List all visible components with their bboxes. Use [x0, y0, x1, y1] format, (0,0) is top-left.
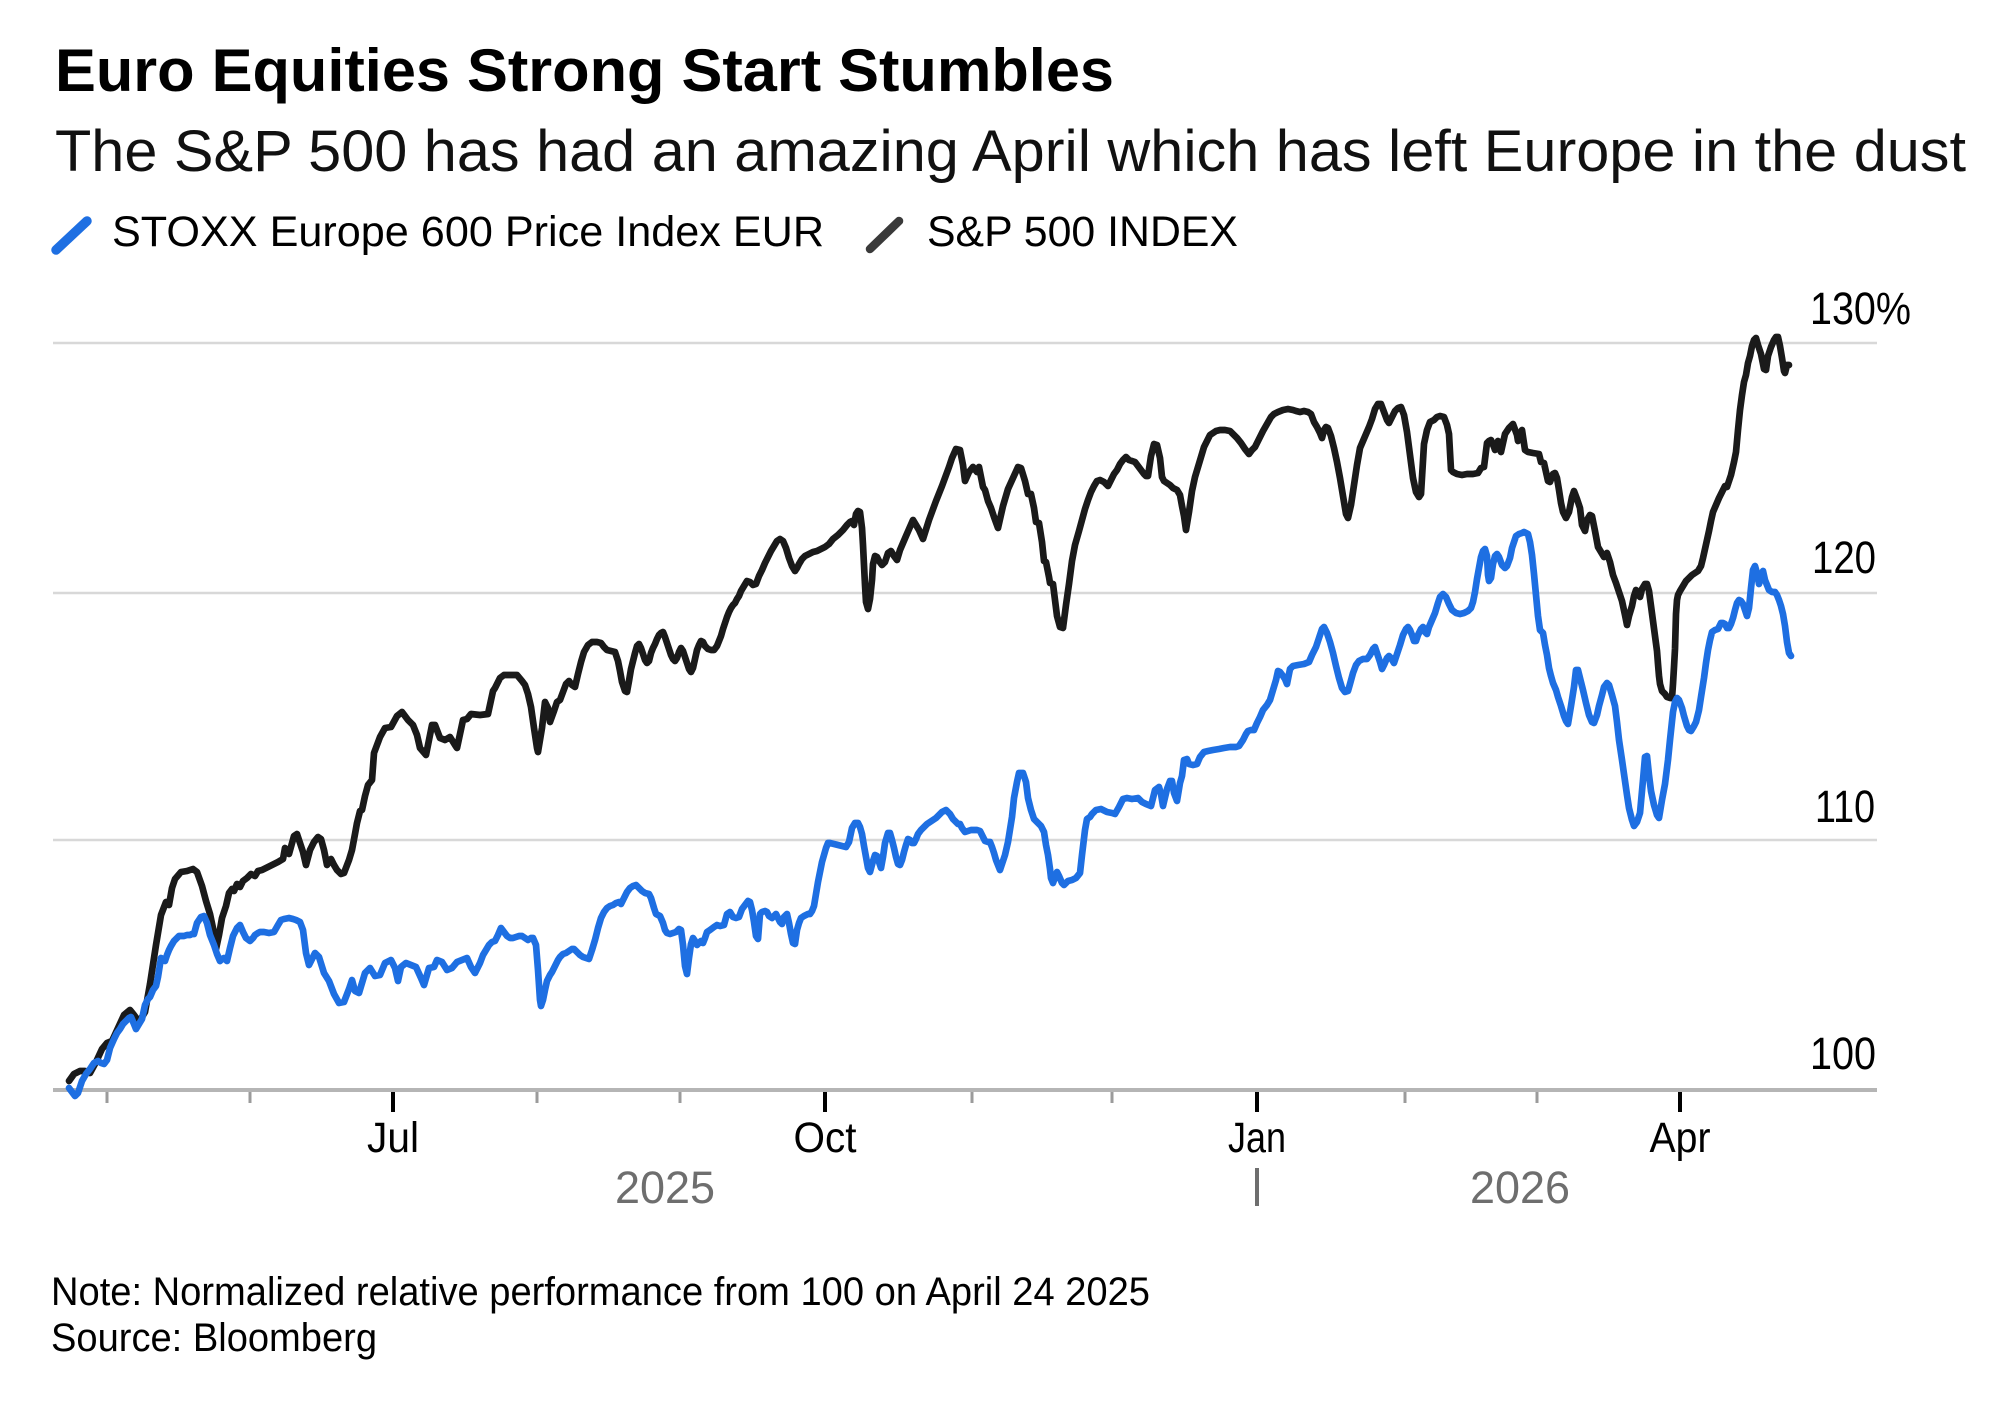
svg-text:Jul: Jul [367, 1114, 419, 1162]
svg-text:STOXX Europe 600 Price Index E: STOXX Europe 600 Price Index EUR [112, 208, 824, 256]
svg-text:Apr: Apr [1650, 1114, 1711, 1162]
svg-text:120: 120 [1812, 532, 1876, 583]
svg-text:110: 110 [1815, 781, 1875, 832]
svg-text:2025: 2025 [615, 1162, 715, 1213]
svg-text:S&P 500 INDEX: S&P 500 INDEX [927, 208, 1238, 256]
svg-text:Oct: Oct [794, 1114, 857, 1162]
svg-text:The S&P 500 has had an amazing: The S&P 500 has had an amazing April whi… [55, 119, 1966, 184]
svg-text:130%: 130% [1810, 283, 1911, 334]
svg-text:Source: Bloomberg: Source: Bloomberg [51, 1316, 377, 1360]
svg-text:Note: Normalized relative perf: Note: Normalized relative performance fr… [51, 1270, 1150, 1314]
svg-text:2026: 2026 [1470, 1162, 1570, 1213]
svg-text:100: 100 [1810, 1028, 1876, 1079]
svg-text:Jan: Jan [1228, 1114, 1286, 1162]
svg-text:Euro Equities Strong Start Stu: Euro Equities Strong Start Stumbles [55, 37, 1114, 104]
